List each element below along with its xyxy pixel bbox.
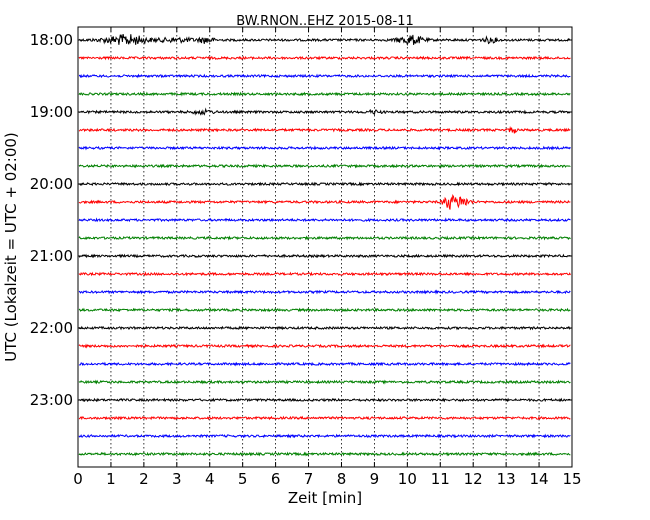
x-tick-label: 5 — [238, 470, 248, 488]
seismic-trace — [78, 73, 571, 79]
axis-ticks: 0 1 2 3 4 5 6 7 8 9 10 11 12 13 14 1518:0019:0020:0021:… — [30, 27, 582, 488]
seismic-trace — [78, 91, 571, 97]
x-tick-label: 1 — [106, 470, 116, 488]
y-tick-label: 19:00 — [30, 103, 73, 121]
x-tick-label: 12 — [464, 470, 483, 488]
seismic-trace — [78, 163, 571, 169]
grid-lines — [110, 27, 540, 467]
plot-frame — [77, 26, 573, 468]
x-tick-label: 7 — [304, 470, 314, 488]
x-axis-label: Zeit [min] — [288, 489, 362, 507]
seismic-trace — [78, 325, 571, 331]
seismic-trace — [78, 235, 571, 241]
seismic-trace — [78, 307, 571, 313]
x-tick-label: 3 — [172, 470, 182, 488]
seismic-trace — [78, 33, 571, 46]
x-tick-label: 4 — [205, 470, 215, 488]
seismic-trace — [78, 397, 571, 403]
x-tick-label: 13 — [497, 470, 516, 488]
seismic-trace — [78, 107, 571, 116]
x-tick-label: 2 — [139, 470, 149, 488]
y-axis-label: UTC (Lokalzeit = UTC + 02:00) — [2, 132, 20, 362]
chart-title: BW.RNON..EHZ 2015-08-11 — [236, 14, 414, 29]
x-tick-label: 8 — [337, 470, 347, 488]
x-tick-label: 9 — [370, 470, 380, 488]
x-tick-label: 11 — [431, 470, 450, 488]
seismic-trace — [78, 217, 571, 223]
seismic-trace — [78, 361, 571, 367]
seismic-trace — [78, 379, 571, 385]
seismic-trace — [78, 343, 571, 349]
x-tick-label: 10 — [398, 470, 417, 488]
seismic-trace — [78, 253, 571, 259]
seismic-trace — [78, 433, 571, 439]
seismic-trace — [78, 125, 571, 134]
x-tick-label: 6 — [271, 470, 281, 488]
seismic-trace — [78, 271, 571, 277]
y-tick-label: 22:00 — [30, 319, 73, 337]
seismic-trace — [78, 55, 571, 61]
seismic-trace — [78, 145, 571, 151]
seismic-trace — [78, 194, 571, 210]
seismic-trace — [78, 451, 571, 457]
seismic-trace — [78, 181, 571, 187]
seismic-trace — [78, 415, 571, 421]
y-tick-label: 21:00 — [30, 247, 73, 265]
y-tick-label: 23:00 — [30, 391, 73, 409]
y-tick-label: 18:00 — [30, 31, 73, 49]
trace-group — [78, 33, 571, 457]
seismic-trace — [78, 289, 571, 295]
x-tick-label: 0 — [73, 470, 83, 488]
x-tick-label: 14 — [530, 470, 549, 488]
y-tick-label: 20:00 — [30, 175, 73, 193]
x-tick-label: 15 — [562, 470, 581, 488]
